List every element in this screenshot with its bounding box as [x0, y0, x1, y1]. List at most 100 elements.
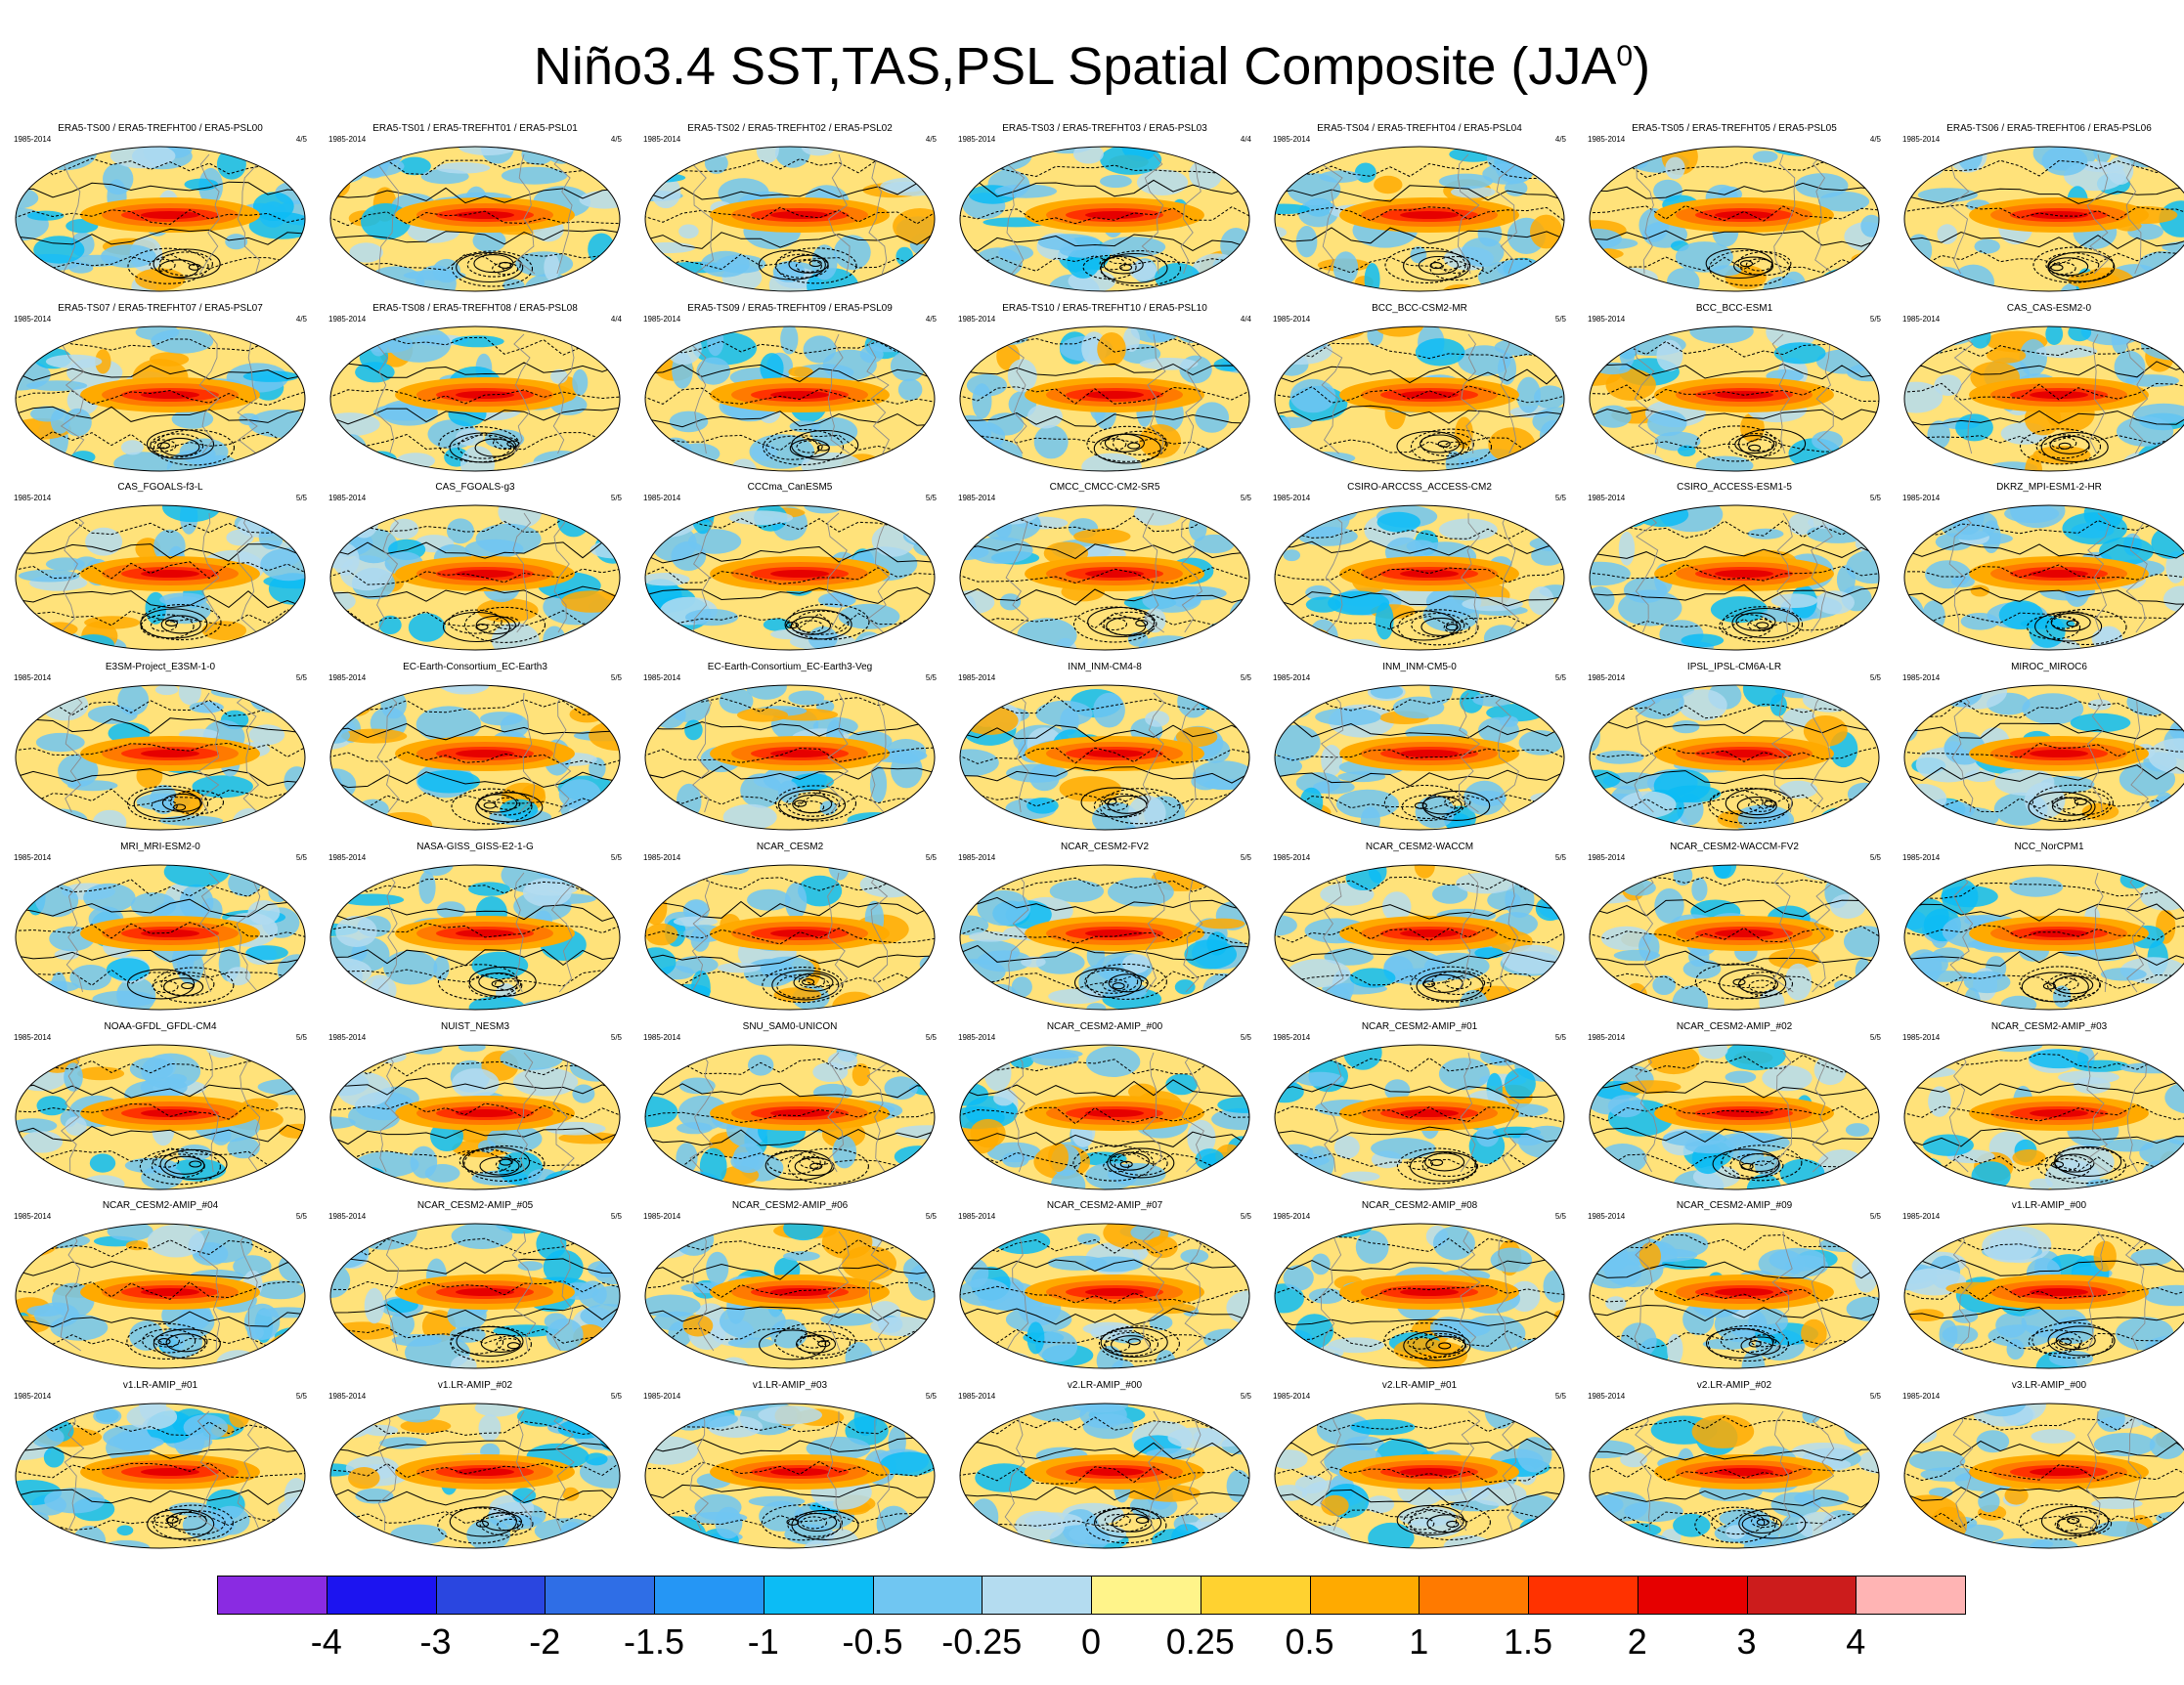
map-panel: v2.LR-AMIP_#01 1985-2014 5/5 — [1273, 1380, 1566, 1551]
panel-title: IPSL_IPSL-CM6A-LR — [1686, 662, 1782, 672]
robinson-map — [329, 504, 621, 651]
robinson-map — [15, 1403, 306, 1549]
panel-title: ERA5-TS00 / ERA5-TREFHT00 / ERA5-PSL00 — [58, 123, 263, 134]
panel-title: NCAR_CESM2-AMIP_#02 — [1676, 1021, 1793, 1032]
panel-title: NCAR_CESM2-FV2 — [1060, 842, 1150, 852]
robinson-map — [644, 504, 936, 651]
panel-period: 1985-2014 — [643, 853, 681, 862]
panel-period: 1985-2014 — [1273, 673, 1311, 682]
robinson-map — [959, 504, 1250, 651]
panel-period: 1985-2014 — [1588, 1033, 1626, 1042]
map-panel: NCAR_CESM2-AMIP_#02 1985-2014 5/5 — [1588, 1021, 1881, 1192]
panel-fraction: 5/5 — [1869, 315, 1881, 324]
map-panel: v1.LR-AMIP_#02 1985-2014 5/5 — [328, 1380, 622, 1551]
robinson-map — [15, 684, 306, 831]
robinson-map — [1903, 684, 2184, 831]
map-panel: ERA5-TS03 / ERA5-TREFHT03 / ERA5-PSL03 19… — [958, 123, 1251, 294]
robinson-map — [329, 1044, 621, 1190]
colorbar-swatch — [982, 1576, 1092, 1615]
map-panel: NASA-GISS_GISS-E2-1-G 1985-2014 5/5 — [328, 842, 622, 1013]
map-panel: EC-Earth-Consortium_EC-Earth3 1985-2014 5/… — [328, 662, 622, 833]
panel-title: ERA5-TS02 / ERA5-TREFHT02 / ERA5-PSL02 — [687, 123, 893, 134]
panel-title: CCCma_CanESM5 — [747, 482, 833, 493]
panel-title: MRI_MRI-ESM2-0 — [120, 842, 200, 852]
figure-title: Niño3.4 SST,TAS,PSL Spatial Composite (J… — [0, 25, 2184, 98]
map-panel: NCAR_CESM2-FV2 1985-2014 5/5 — [958, 842, 1251, 1013]
robinson-map — [644, 325, 936, 472]
panel-period: 1985-2014 — [1902, 1033, 1941, 1042]
robinson-map — [1903, 325, 2184, 472]
colorbar-swatch — [1637, 1576, 1748, 1615]
colorbar-tick-label: -3 — [419, 1621, 452, 1662]
robinson-map — [329, 325, 621, 472]
panel-title: NCAR_CESM2 — [756, 842, 824, 852]
panel-period: 1985-2014 — [14, 135, 52, 144]
panel-title: NASA-GISS_GISS-E2-1-G — [416, 842, 534, 852]
panel-title: ERA5-TS06 / ERA5-TREFHT06 / ERA5-PSL06 — [1946, 123, 2152, 134]
colorbar-tick-label: 4 — [1846, 1621, 1866, 1662]
panel-fraction: 5/5 — [295, 1033, 307, 1042]
panel-period: 1985-2014 — [14, 494, 52, 502]
robinson-map — [1589, 504, 1880, 651]
panel-period: 1985-2014 — [1902, 494, 1941, 502]
panel-title: NCAR_CESM2-AMIP_#04 — [102, 1200, 219, 1211]
robinson-map — [15, 146, 306, 292]
panel-period: 1985-2014 — [1588, 673, 1626, 682]
panel-fraction: 4/5 — [1869, 135, 1881, 144]
panel-fraction: 5/5 — [1240, 494, 1251, 502]
panel-period: 1985-2014 — [1902, 315, 1941, 324]
colorbar-swatch — [1856, 1576, 1966, 1615]
panel-period: 1985-2014 — [14, 1033, 52, 1042]
panel-fraction: 5/5 — [610, 853, 622, 862]
panel-fraction: 5/5 — [1869, 494, 1881, 502]
panel-title: v3.LR-AMIP_#00 — [2011, 1380, 2087, 1391]
robinson-map — [959, 325, 1250, 472]
robinson-map — [1903, 864, 2184, 1011]
colorbar-swatch — [1200, 1576, 1311, 1615]
map-panel: NCAR_CESM2-AMIP_#05 1985-2014 5/5 — [328, 1200, 622, 1371]
robinson-map — [959, 1403, 1250, 1549]
panel-fraction: 5/5 — [925, 1212, 937, 1221]
robinson-map — [644, 1403, 936, 1549]
colorbar-tick-label: 0.25 — [1165, 1621, 1235, 1662]
robinson-map — [1274, 864, 1565, 1011]
colorbar-tick-label: -0.5 — [842, 1621, 903, 1662]
colorbar-tick-label: -2 — [529, 1621, 561, 1662]
panel-title: NCAR_CESM2-WACCM — [1365, 842, 1474, 852]
colorbar-swatch — [654, 1576, 764, 1615]
robinson-map — [15, 864, 306, 1011]
robinson-map — [1274, 1403, 1565, 1549]
map-panel: NCAR_CESM2-AMIP_#07 1985-2014 5/5 — [958, 1200, 1251, 1371]
panel-period: 1985-2014 — [14, 1212, 52, 1221]
panel-period: 1985-2014 — [14, 853, 52, 862]
panel-title: NCAR_CESM2-AMIP_#03 — [1990, 1021, 2108, 1032]
panel-title: INM_INM-CM5-0 — [1382, 662, 1457, 672]
panel-period: 1985-2014 — [643, 494, 681, 502]
panel-fraction: 5/5 — [1554, 673, 1566, 682]
robinson-map — [15, 1044, 306, 1190]
robinson-map — [1274, 1223, 1565, 1369]
robinson-map — [15, 504, 306, 651]
panel-title: NCAR_CESM2-WACCM-FV2 — [1670, 842, 1799, 852]
colorbar-swatch — [1091, 1576, 1201, 1615]
robinson-map — [15, 325, 306, 472]
colorbar-tick-label: 1 — [1409, 1621, 1429, 1662]
colorbar-tick-label: 0.5 — [1285, 1621, 1334, 1662]
panel-fraction: 5/5 — [925, 673, 937, 682]
panel-fraction: 5/5 — [610, 1392, 622, 1401]
panel-period: 1985-2014 — [1902, 1392, 1941, 1401]
map-panel: SNU_SAM0-UNICON 1985-2014 5/5 — [643, 1021, 937, 1192]
colorbar-tick-label: -0.25 — [941, 1621, 1023, 1662]
map-panel: NCAR_CESM2-WACCM-FV2 1985-2014 5/5 — [1588, 842, 1881, 1013]
robinson-map — [329, 146, 621, 292]
panel-fraction: 4/5 — [925, 135, 937, 144]
panel-fraction: 5/5 — [295, 494, 307, 502]
panel-period: 1985-2014 — [1588, 494, 1626, 502]
panel-title: v1.LR-AMIP_#02 — [437, 1380, 513, 1391]
panel-title: MIROC_MIROC6 — [2011, 662, 2087, 672]
map-panel: CAS_FGOALS-f3-L 1985-2014 5/5 — [14, 482, 307, 653]
panel-period: 1985-2014 — [958, 494, 996, 502]
panel-period: 1985-2014 — [1588, 135, 1626, 144]
